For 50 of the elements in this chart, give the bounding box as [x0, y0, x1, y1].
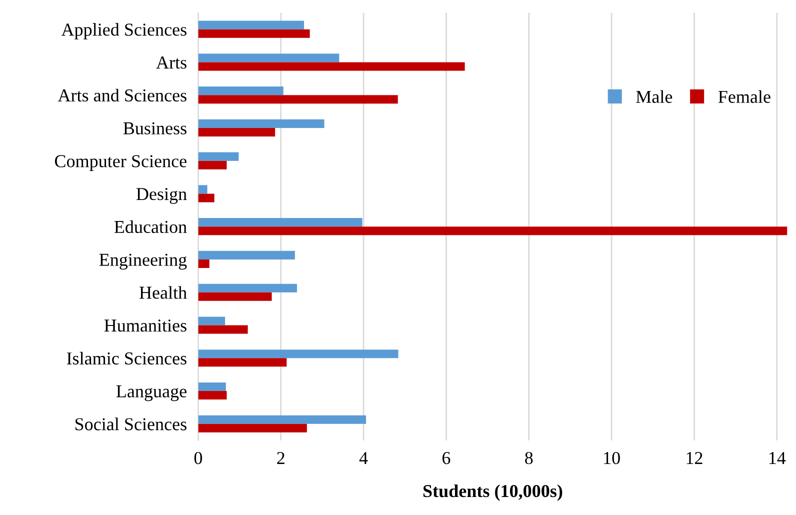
- bar: [198, 218, 362, 227]
- x-tick-label: 12: [686, 452, 702, 464]
- bar: [198, 95, 398, 104]
- y-tick-label: Language: [116, 385, 186, 402]
- y-tick-label: Design: [136, 188, 187, 204]
- bar: [198, 382, 226, 392]
- y-tick-label: Humanities: [104, 320, 186, 332]
- y-tick-label: Applied Sciences: [61, 23, 186, 40]
- y-tick-label: Business: [123, 122, 186, 134]
- x-tick-label: 10: [604, 452, 620, 464]
- x-tick-label: 2: [277, 452, 284, 464]
- bar: [198, 424, 307, 432]
- bar: [198, 284, 297, 292]
- bar: [198, 259, 210, 268]
- bar: [198, 350, 398, 358]
- y-tick-label: Social Sciences: [75, 418, 186, 430]
- x-tick-label: 6: [442, 452, 450, 464]
- x-tick-label: 4: [359, 452, 368, 464]
- bar: [198, 194, 214, 202]
- x-tick-label: 14: [769, 452, 786, 464]
- legend-label: Female: [718, 90, 770, 103]
- bar: [198, 316, 226, 326]
- bar: [198, 128, 276, 137]
- x-tick-label: 0: [194, 452, 202, 464]
- bar: [198, 250, 295, 260]
- bar: [198, 119, 324, 128]
- bar: [198, 415, 366, 424]
- bar: [198, 325, 248, 334]
- bar: [198, 226, 788, 236]
- bar: [198, 62, 465, 71]
- legend-label: Male: [636, 90, 672, 103]
- bar: [198, 20, 304, 30]
- y-tick-label: Islamic Sciences: [66, 352, 186, 365]
- bar: [198, 54, 340, 62]
- y-tick-label: Engineering: [99, 254, 187, 270]
- y-tick-label: Computer Science: [54, 155, 186, 171]
- bar: [198, 358, 287, 367]
- bar: [198, 86, 284, 96]
- x-tick-label: 8: [525, 452, 533, 464]
- y-tick-label: Arts: [156, 56, 186, 69]
- y-tick-label: Arts and Sciences: [58, 88, 186, 102]
- bar: [198, 29, 310, 38]
- x-axis-title: Students (10,000s): [423, 484, 562, 501]
- y-tick-label: Health: [139, 286, 187, 299]
- bar: [198, 152, 239, 161]
- bar: [198, 292, 272, 301]
- bar: [198, 160, 227, 170]
- bar: [198, 391, 227, 400]
- y-tick-label: Education: [114, 220, 187, 234]
- bar: [198, 185, 208, 194]
